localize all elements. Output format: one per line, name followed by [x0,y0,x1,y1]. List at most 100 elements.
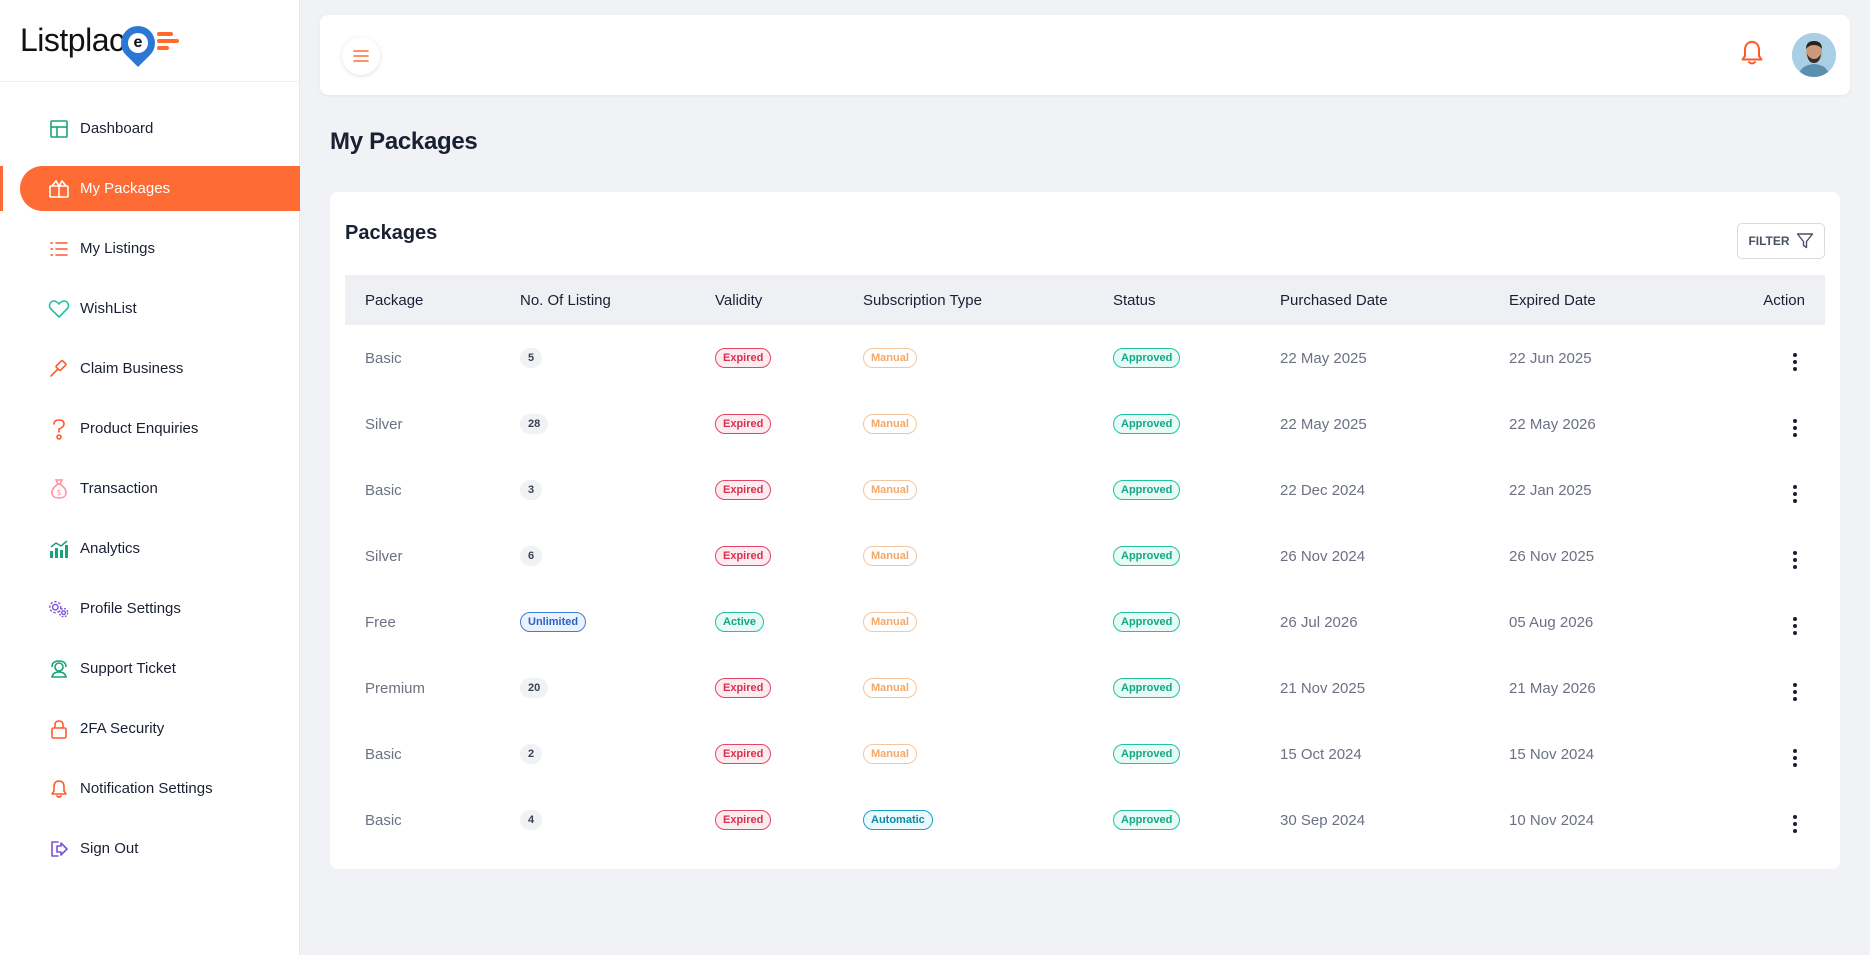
filter-label: FILTER [1748,234,1790,248]
validity-badge: Active [715,612,765,632]
svg-text:$: $ [56,488,61,497]
listing-count-badge: 28 [520,414,549,434]
column-header: Action [1763,291,1805,309]
package-name: Premium [365,679,426,697]
purchased-date: 15 Oct 2024 [1280,745,1362,763]
expired-date: 22 May 2026 [1509,415,1596,433]
sidebar-item-notification-settings[interactable]: Notification Settings [20,766,300,811]
brand-name: Listplac [20,22,125,58]
listing-count-badge: 2 [520,744,543,764]
expired-date: 22 Jun 2025 [1509,349,1592,367]
purchased-date: 22 Dec 2024 [1280,481,1366,499]
purchased-date: 30 Sep 2024 [1280,811,1366,829]
speed-lines-icon [156,29,179,53]
sidebar-item-analytics[interactable]: Analytics [20,526,300,571]
status-badge: Approved [1113,546,1181,566]
gavel-icon [48,358,70,380]
sidebar-item-my-listings[interactable]: My Listings [20,226,300,271]
money-bag-icon: $ [48,478,70,500]
table-row: Silver 6 Expired Manual Approved 26 Nov 2024 2… [345,523,1825,589]
column-header: Status [1113,291,1156,309]
brand-logo[interactable]: Listplac e [0,0,299,82]
purchased-date: 26 Nov 2024 [1280,547,1366,565]
more-actions-icon[interactable] [1787,747,1803,769]
status-badge: Approved [1113,744,1181,764]
more-actions-icon[interactable] [1787,351,1803,373]
bell-icon [48,778,70,800]
packages-table: Package No. Of Listing Validity Subscriptio… [345,275,1825,853]
sidebar-item-label: My Packages [80,180,171,197]
listing-count-badge: 5 [520,348,543,368]
table-row: Basic 4 Expired Automatic Approved 30 Sep 202… [345,787,1825,853]
card-title: Packages [345,222,438,244]
more-actions-icon[interactable] [1787,549,1803,571]
column-header: Expired Date [1509,291,1596,309]
purchased-date: 26 Jul 2026 [1280,613,1358,631]
filter-icon [1796,233,1813,249]
package-name: Free [365,613,396,631]
sidebar-item-label: Sign Out [80,840,139,857]
status-badge: Approved [1113,480,1181,500]
listing-count-badge: 4 [520,810,543,830]
more-actions-icon[interactable] [1787,483,1803,505]
sidebar-item-dashboard[interactable]: Dashboard [20,106,300,151]
sidebar-nav: Dashboard My Packages My Listings WishList C… [0,82,300,871]
sidebar-item-profile-settings[interactable]: Profile Settings [20,586,300,631]
validity-badge: Expired [715,546,772,566]
validity-badge: Expired [715,414,772,434]
status-badge: Approved [1113,678,1181,698]
package-name: Basic [365,349,402,367]
notifications-button[interactable] [1734,35,1770,71]
more-actions-icon[interactable] [1787,417,1803,439]
sidebar-item-support-ticket[interactable]: Support Ticket [20,646,300,691]
column-header: Validity [715,291,763,309]
listing-count-badge: 20 [520,678,549,698]
sidebar-item-2fa-security[interactable]: 2FA Security [20,706,300,751]
support-icon [48,658,70,680]
status-badge: Approved [1113,810,1181,830]
validity-badge: Expired [715,678,772,698]
list-icon [48,238,70,260]
subscription-type-badge: Automatic [863,810,933,830]
validity-badge: Expired [715,744,772,764]
validity-badge: Expired [715,348,772,368]
chart-icon [48,538,70,560]
purchased-date: 22 May 2025 [1280,349,1367,367]
column-header: Package [365,291,424,309]
sidebar: Listplac e Dashboard My Packages My Listin… [0,0,300,955]
sidebar-item-claim-business[interactable]: Claim Business [20,346,300,391]
purchased-date: 21 Nov 2025 [1280,679,1366,697]
menu-toggle-button[interactable] [342,37,380,75]
user-avatar[interactable] [1792,33,1836,77]
sidebar-item-label: 2FA Security [80,720,165,737]
status-badge: Approved [1113,414,1181,434]
validity-badge: Expired [715,810,772,830]
more-actions-icon[interactable] [1787,681,1803,703]
question-icon [48,418,70,440]
sidebar-item-product-enquiries[interactable]: Product Enquiries [20,406,300,451]
table-header-row: Package No. Of Listing Validity Subscriptio… [345,275,1825,325]
table-row: Silver 28 Expired Manual Approved 22 May 2025… [345,391,1825,457]
sidebar-item-my-packages[interactable]: My Packages [0,166,300,211]
subscription-type-badge: Manual [863,414,917,434]
subscription-type-badge: Manual [863,480,917,500]
sidebar-item-label: Transaction [80,480,158,497]
sidebar-item-wishlist[interactable]: WishList [20,286,300,331]
sign-out-icon [48,838,70,860]
more-actions-icon[interactable] [1787,615,1803,637]
sidebar-item-label: My Listings [80,240,156,257]
subscription-type-badge: Manual [863,348,917,368]
sidebar-item-label: WishList [80,300,137,317]
package-name: Basic [365,745,402,763]
table-row: Basic 2 Expired Manual Approved 15 Oct 2024 15… [345,721,1825,787]
package-name: Basic [365,811,402,829]
sidebar-item-transaction[interactable]: $ Transaction [20,466,300,511]
expired-date: 26 Nov 2025 [1509,547,1595,565]
status-badge: Approved [1113,348,1181,368]
filter-button[interactable]: FILTER [1737,223,1825,259]
subscription-type-badge: Manual [863,744,917,764]
sidebar-item-label: Dashboard [80,120,154,137]
sidebar-item-sign-out[interactable]: Sign Out [20,826,300,871]
lock-icon [48,718,70,740]
more-actions-icon[interactable] [1787,813,1803,835]
